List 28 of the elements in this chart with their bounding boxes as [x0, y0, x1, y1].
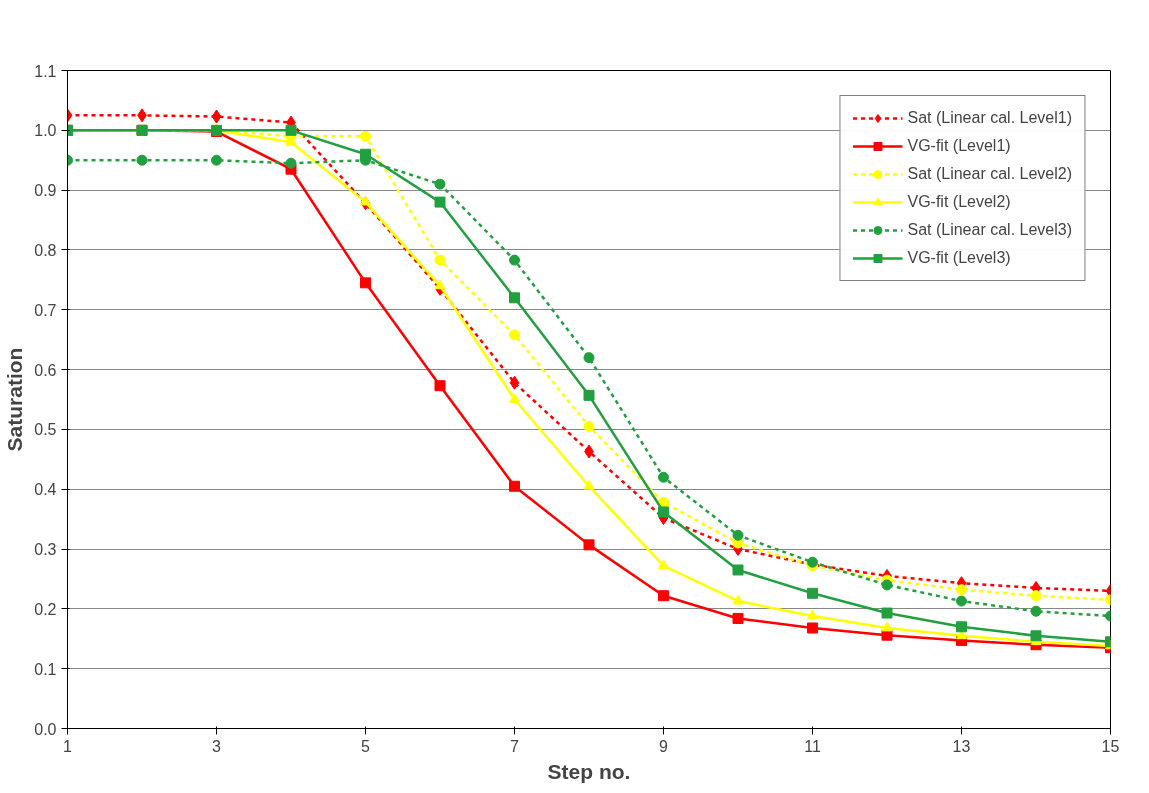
legend-label: Sat (Linear cal. Level3): [907, 221, 1072, 239]
y-tick-label: 0.5: [34, 421, 57, 439]
legend-label: VG-fit (Level2): [907, 193, 1011, 211]
x-axis-title: Step no.: [547, 759, 631, 783]
legend-label: Sat (Linear cal. Level2): [907, 165, 1072, 183]
y-tick-label: 0.8: [34, 241, 57, 259]
y-tick-label: 0.3: [34, 541, 57, 559]
y-axis-title: Saturation: [3, 347, 27, 452]
legend-label: VG-fit (Level1): [907, 137, 1011, 155]
y-tick-label: 0.2: [34, 600, 57, 618]
y-tick-label: 1.0: [34, 122, 57, 140]
legend-label: VG-fit (Level3): [907, 249, 1011, 267]
y-tick-label: 1.1: [34, 62, 57, 80]
legend-label: Sat (Linear cal. Level1): [907, 109, 1072, 127]
x-tick-label: 1: [63, 737, 73, 755]
y-tick-label: 0.0: [34, 720, 57, 738]
x-tick-label: 13: [952, 737, 971, 755]
x-tick-label: 9: [659, 737, 669, 755]
x-tick-label: 15: [1101, 737, 1120, 755]
x-tick-label: 11: [804, 737, 821, 755]
y-tick-label: 0.7: [34, 301, 57, 319]
y-tick-label: 0.4: [34, 481, 57, 499]
y-tick-label: 0.1: [34, 660, 57, 678]
y-tick-label: 0.9: [34, 182, 57, 200]
x-tick-label: 5: [361, 737, 371, 755]
y-tick-label: 0.6: [34, 361, 57, 379]
x-tick-label: 7: [510, 737, 520, 755]
x-tick-label: 3: [212, 737, 222, 755]
